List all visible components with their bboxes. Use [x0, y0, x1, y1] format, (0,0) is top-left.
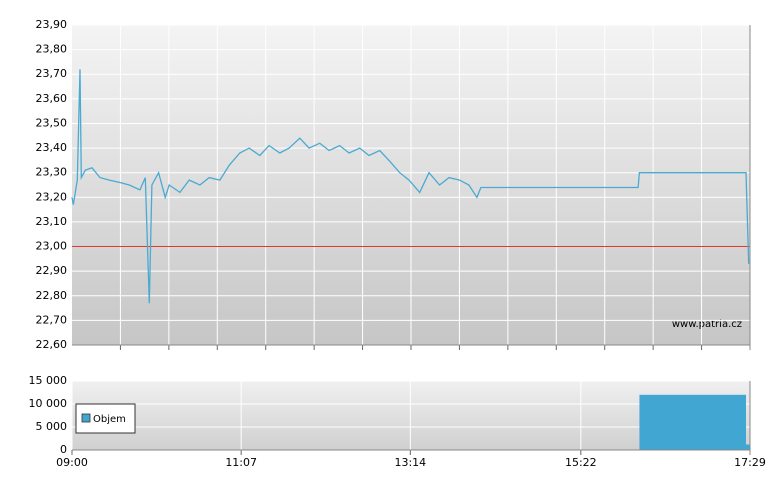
y-tick-label: 23,60 — [36, 92, 68, 105]
y-tick-label: 23,40 — [36, 141, 68, 154]
watermark: www.patria.cz — [672, 319, 742, 330]
y-tick-label: 22,90 — [36, 264, 68, 277]
volume-plot-area — [72, 381, 750, 450]
y-tick-label: 23,90 — [36, 18, 68, 31]
y-tick-label: 23,30 — [36, 166, 68, 179]
y-tick-label: 5 000 — [36, 420, 68, 433]
x-tick-label: 17:29 — [734, 456, 766, 469]
legend-label: Objem — [93, 414, 126, 425]
y-tick-label: 23,80 — [36, 43, 68, 56]
y-tick-label: 23,70 — [36, 67, 68, 80]
y-tick-label: 23,50 — [36, 116, 68, 129]
y-tick-label: 0 — [60, 443, 67, 456]
x-tick-label: 09:00 — [56, 456, 88, 469]
x-tick-label: 13:14 — [394, 456, 426, 469]
y-tick-label: 22,60 — [36, 338, 68, 351]
y-tick-label: 10 000 — [29, 397, 68, 410]
y-tick-label: 23,10 — [36, 215, 68, 228]
y-tick-label: 15 000 — [29, 374, 68, 387]
y-tick-label: 22,70 — [36, 313, 68, 326]
y-tick-label: 23,00 — [36, 240, 68, 253]
volume-bar — [639, 394, 747, 450]
y-tick-label: 22,80 — [36, 289, 68, 302]
x-tick-label: 15:22 — [565, 456, 597, 469]
volume-bar — [746, 444, 750, 450]
price-line — [71, 69, 750, 304]
x-tick-label: 11:07 — [225, 456, 257, 469]
legend-swatch — [81, 413, 91, 423]
y-tick-label: 23,20 — [36, 190, 68, 203]
